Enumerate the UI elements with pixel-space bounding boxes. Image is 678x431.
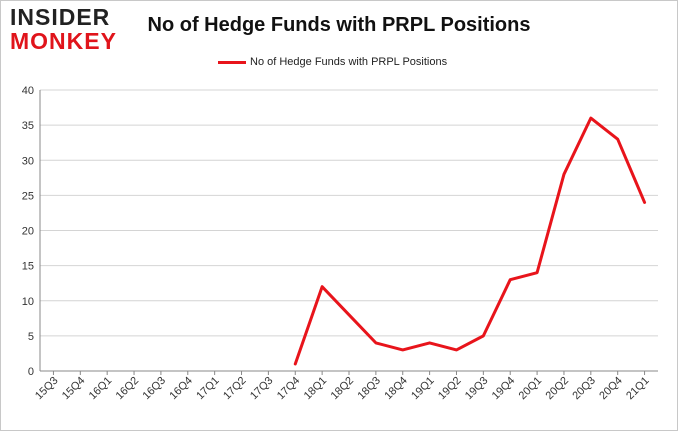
- x-tick-label: 19Q2: [436, 375, 464, 403]
- x-tick-label: 18Q1: [302, 375, 330, 403]
- logo-line2: MONKEY: [10, 28, 117, 54]
- x-tick-label: 18Q3: [355, 375, 383, 403]
- x-tick-label: 15Q3: [33, 375, 61, 403]
- x-tick-label: 16Q3: [141, 375, 169, 403]
- logo-line1: INSIDER: [10, 4, 111, 30]
- x-tick-label: 19Q3: [463, 375, 491, 403]
- x-tick-label: 20Q3: [570, 375, 598, 403]
- x-tick-label: 20Q2: [544, 375, 572, 403]
- x-tick-label: 17Q4: [275, 375, 303, 403]
- x-tick-label: 17Q1: [194, 375, 222, 403]
- y-tick-label: 5: [28, 331, 34, 343]
- series-line: [293, 116, 647, 366]
- x-tick-label: 18Q2: [329, 375, 357, 403]
- y-tick-label: 20: [22, 226, 34, 238]
- x-tick-label: 20Q1: [517, 375, 545, 403]
- y-tick-label: 35: [22, 120, 34, 132]
- y-tick-label: 10: [22, 296, 34, 308]
- x-tick-label: 15Q4: [60, 375, 88, 403]
- insider-monkey-logo: INSIDER MONKEY: [10, 6, 128, 56]
- x-tick-label: 18Q4: [382, 375, 410, 403]
- x-tick-label: 17Q2: [221, 375, 249, 403]
- chart-legend: No of Hedge Funds with PRPL Positions: [218, 54, 447, 70]
- x-tick-label: 16Q4: [167, 375, 195, 403]
- x-tick-label: 21Q1: [624, 375, 652, 403]
- y-tick-label: 40: [22, 85, 34, 97]
- x-tick-label: 16Q2: [114, 375, 142, 403]
- y-tick-label: 15: [22, 261, 34, 273]
- legend-label: No of Hedge Funds with PRPL Positions: [250, 56, 448, 68]
- chart-title: No of Hedge Funds with PRPL Positions: [147, 14, 531, 36]
- y-tick-label: 30: [22, 155, 34, 167]
- x-tick-label: 20Q4: [597, 375, 625, 403]
- y-tick-label: 0: [28, 366, 34, 378]
- x-tick-label: 17Q3: [248, 375, 276, 403]
- legend-swatch: [218, 60, 246, 64]
- x-tick-label: 19Q4: [490, 375, 518, 403]
- x-tick-label: 16Q1: [87, 375, 115, 403]
- x-tick-label: 19Q1: [409, 375, 437, 403]
- y-tick-label: 25: [22, 190, 34, 202]
